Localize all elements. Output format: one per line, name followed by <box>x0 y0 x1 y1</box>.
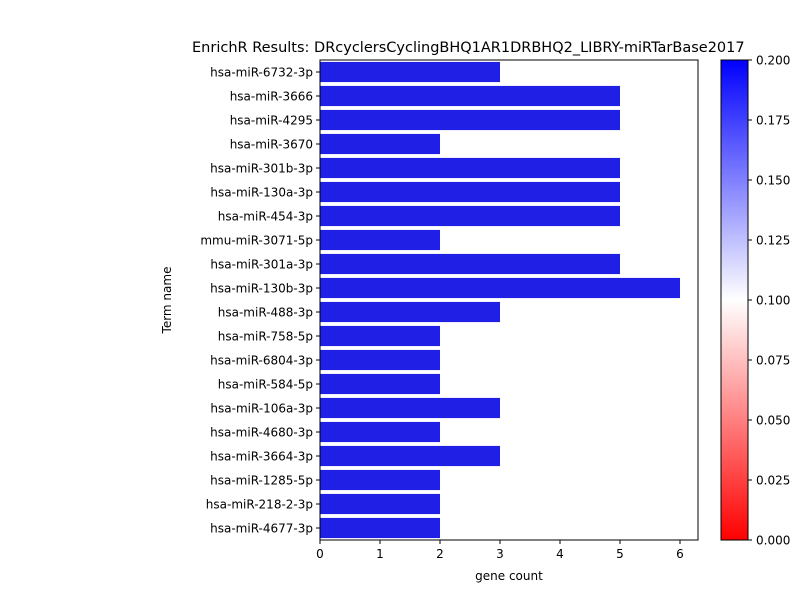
bar <box>320 181 620 203</box>
bar <box>320 229 440 251</box>
y-axis: hsa-miR-6732-3p hsa-miR-3666 hsa-miR-4295 h… <box>200 66 320 536</box>
colorbar-ticks: 0.000 0.025 0.050 0.075 0.100 0.125 0.150 0.175… <box>748 54 790 548</box>
y-tick-label: hsa-miR-3664-3p <box>210 450 313 464</box>
x-axis-label: gene count <box>475 569 543 583</box>
y-axis-label: Term name <box>160 267 174 335</box>
plot-frame <box>319 59 699 541</box>
y-tick-label: hsa-miR-4295 <box>230 114 313 128</box>
bar <box>320 277 680 299</box>
colorbar-tick-label: 0.150 <box>756 174 790 188</box>
x-tick-label: 4 <box>556 547 564 561</box>
y-tick-label: hsa-miR-130b-3p <box>210 282 313 296</box>
x-axis: 0 1 2 3 4 5 6 <box>316 540 684 561</box>
y-tick-label: hsa-miR-6732-3p <box>210 66 313 80</box>
y-tick-label: hsa-miR-4680-3p <box>210 426 313 440</box>
bar <box>320 133 440 155</box>
bar <box>320 469 440 491</box>
colorbar-tick-label: 0.125 <box>756 234 790 248</box>
bar <box>320 325 440 347</box>
y-tick-label: hsa-miR-584-5p <box>218 378 313 392</box>
y-tick-label: hsa-miR-301b-3p <box>210 162 313 176</box>
y-tick-label: hsa-miR-130a-3p <box>210 186 313 200</box>
x-tick-label: 5 <box>616 547 624 561</box>
y-tick-label: hsa-miR-301a-3p <box>210 258 313 272</box>
colorbar-tick-label: 0.100 <box>756 294 790 308</box>
y-tick-label: hsa-miR-454-3p <box>218 210 313 224</box>
bar <box>320 301 500 323</box>
bar <box>320 205 620 227</box>
bar <box>320 421 440 443</box>
y-tick-label: hsa-miR-218-2-3p <box>206 498 313 512</box>
y-tick-label: hsa-miR-3670 <box>230 138 313 152</box>
x-tick-label: 3 <box>496 547 504 561</box>
y-tick-label: hsa-miR-3666 <box>230 90 313 104</box>
bar <box>320 157 620 179</box>
x-tick-label: 1 <box>376 547 384 561</box>
colorbar-tick-label: 0.050 <box>756 414 790 428</box>
chart-title: EnrichR Results: DRcyclersCyclingBHQ1AR1… <box>192 40 745 56</box>
y-tick-label: hsa-miR-106a-3p <box>210 402 313 416</box>
x-tick-label: 0 <box>316 547 324 561</box>
bars-group <box>320 61 680 539</box>
bar <box>320 397 500 419</box>
x-tick-label: 6 <box>676 547 684 561</box>
bar <box>320 445 500 467</box>
y-tick-label: mmu-miR-3071-5p <box>200 234 313 248</box>
bar <box>320 349 440 371</box>
y-tick-label: hsa-miR-6804-3p <box>210 354 313 368</box>
colorbar-tick-label: 0.200 <box>756 54 790 68</box>
y-tick-label: hsa-miR-488-3p <box>218 306 313 320</box>
y-tick-label: hsa-miR-4677-3p <box>210 522 313 536</box>
colorbar-tick-label: 0.175 <box>756 114 790 128</box>
colorbar-tick-label: 0.025 <box>756 474 790 488</box>
bar <box>320 493 440 515</box>
bar <box>320 517 440 539</box>
bar <box>320 253 620 275</box>
bar <box>320 61 500 83</box>
bar <box>320 373 440 395</box>
colorbar <box>720 59 749 541</box>
bar <box>320 109 620 131</box>
x-tick-label: 2 <box>436 547 444 561</box>
y-tick-label: hsa-miR-758-5p <box>218 330 313 344</box>
colorbar-tick-label: 0.000 <box>756 534 790 548</box>
bar <box>320 85 620 107</box>
y-tick-label: hsa-miR-1285-5p <box>210 474 313 488</box>
colorbar-tick-label: 0.075 <box>756 354 790 368</box>
